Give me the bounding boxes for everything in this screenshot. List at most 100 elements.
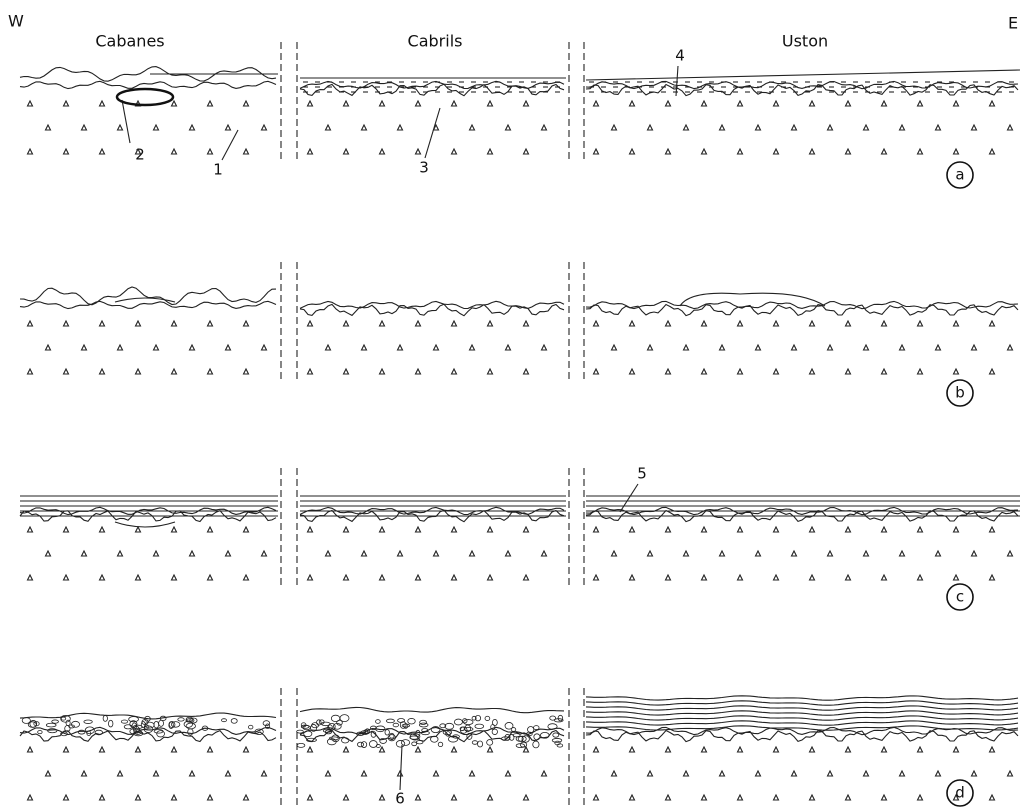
breccia-symbol (846, 321, 851, 326)
breccia-symbol (990, 321, 995, 326)
breccia-symbol (738, 101, 743, 106)
bedrock-surface (586, 305, 1018, 316)
breccia-symbol (262, 345, 267, 350)
breccia-symbol (1008, 551, 1013, 556)
breccia-symbol (344, 101, 349, 106)
breccia-symbol (154, 125, 159, 130)
breccia-symbol (630, 369, 635, 374)
callout: 4 (675, 47, 685, 65)
nodule (520, 742, 526, 747)
breccia-symbol (918, 369, 923, 374)
nodule (548, 724, 557, 730)
breccia-symbol (308, 149, 313, 154)
callout: 5 (637, 465, 647, 483)
breccia-symbol (1008, 125, 1013, 130)
breccia-symbol (524, 369, 529, 374)
nodule (416, 741, 423, 744)
breccia-symbol (918, 101, 923, 106)
breccia-symbol (452, 795, 457, 800)
breccia-symbol (524, 149, 529, 154)
breccia-symbol (226, 771, 231, 776)
breccia-symbol (630, 527, 635, 532)
breccia-symbol (542, 345, 547, 350)
breccia-symbol (208, 369, 213, 374)
breccia-symbol (100, 149, 105, 154)
breccia-symbol (488, 575, 493, 580)
breccia-symbol (488, 747, 493, 752)
breccia-symbol (810, 747, 815, 752)
nodule (410, 736, 419, 739)
nodule (533, 741, 539, 748)
bedrock-surface (586, 85, 1018, 96)
breccia-symbol (416, 747, 421, 752)
breccia-symbol (416, 321, 421, 326)
breccia-symbol (524, 101, 529, 106)
breccia-symbol (954, 747, 959, 752)
breccia-symbol (846, 149, 851, 154)
breccia-symbol (434, 551, 439, 556)
breccia-symbol (326, 551, 331, 556)
breccia-symbol (612, 771, 617, 776)
breccia-symbol (918, 575, 923, 580)
breccia-symbol (452, 149, 457, 154)
leader (425, 108, 440, 158)
breccia-symbol (918, 321, 923, 326)
breccia-symbol (344, 369, 349, 374)
breccia-symbol (666, 795, 671, 800)
nodule (341, 738, 348, 743)
breccia-symbol (936, 345, 941, 350)
breccia-symbol (810, 527, 815, 532)
strata-line (586, 711, 1018, 715)
strata-line (586, 706, 1018, 710)
breccia-symbol (882, 321, 887, 326)
leader (122, 100, 130, 143)
nodule (186, 723, 195, 729)
strata-line (586, 696, 1018, 700)
breccia-symbol (470, 345, 475, 350)
breccia-symbol (954, 321, 959, 326)
bedrock-surface (586, 731, 1018, 742)
bedrock-surface (20, 287, 276, 305)
breccia-symbol (882, 795, 887, 800)
breccia-symbol (954, 575, 959, 580)
breccia-symbol (416, 795, 421, 800)
sea-level (586, 70, 1020, 80)
breccia-symbol (900, 551, 905, 556)
breccia-symbol (846, 369, 851, 374)
breccia-symbol (308, 795, 313, 800)
nodule (464, 720, 473, 725)
nodule (337, 720, 343, 725)
breccia-symbol (308, 321, 313, 326)
breccia-symbol (612, 551, 617, 556)
nodule (385, 730, 389, 735)
breccia-symbol (82, 771, 87, 776)
breccia-symbol (226, 551, 231, 556)
breccia-symbol (208, 149, 213, 154)
breccia-symbol (972, 125, 977, 130)
breccia-symbol (118, 125, 123, 130)
nodule (393, 723, 398, 727)
breccia-symbol (612, 345, 617, 350)
nodule (386, 719, 394, 723)
breccia-symbol (154, 345, 159, 350)
nodule (472, 741, 477, 745)
breccia-symbol (774, 149, 779, 154)
breccia-symbol (28, 747, 33, 752)
breccia-symbol (172, 149, 177, 154)
breccia-symbol (720, 345, 725, 350)
nodule (534, 726, 539, 730)
breccia-symbol (990, 527, 995, 532)
breccia-symbol (64, 575, 69, 580)
breccia-symbol (398, 125, 403, 130)
nodule (157, 731, 165, 737)
breccia-symbol (28, 575, 33, 580)
breccia-symbol (594, 575, 599, 580)
nodule (475, 724, 484, 728)
nodule (46, 723, 56, 727)
breccia-symbol (810, 575, 815, 580)
breccia-symbol (326, 125, 331, 130)
breccia-symbol (684, 345, 689, 350)
diagram: W E Cabanes Cabrils Uston 1 2 3 4 5 6 ab… (0, 0, 1024, 809)
breccia-symbol (702, 369, 707, 374)
breccia-symbol (488, 149, 493, 154)
